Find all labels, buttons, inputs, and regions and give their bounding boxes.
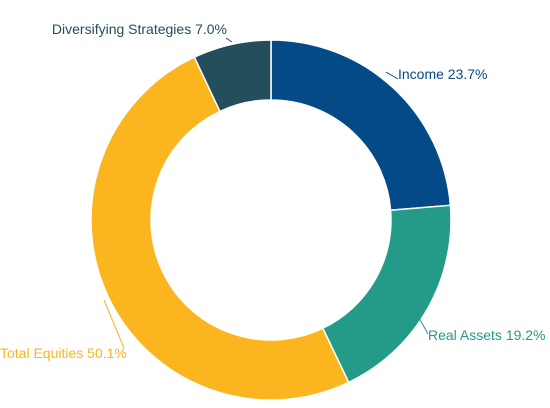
leader-line-total-equities — [103, 299, 125, 349]
labels-group: Income 23.7% Real Assets 19.2% Total Equit… — [0, 21, 546, 361]
leader-line-income — [385, 71, 399, 80]
leader-line-diversifying-strategies — [225, 37, 233, 43]
slice-label-total-equities: Total Equities 50.1% — [0, 345, 127, 361]
leader-line-real-assets — [417, 315, 429, 335]
slice-label-real-assets: Real Assets 19.2% — [428, 327, 546, 343]
slice-label-diversifying-strategies: Diversifying Strategies 7.0% — [52, 21, 227, 37]
donut-slice-diversifying-strategies — [193, 39, 272, 113]
leader-lines-group — [103, 37, 429, 349]
slices-group — [90, 39, 452, 401]
donut-slice-total-equities — [90, 56, 350, 401]
slice-label-income: Income 23.7% — [398, 66, 488, 82]
donut-slice-real-assets — [321, 204, 452, 384]
